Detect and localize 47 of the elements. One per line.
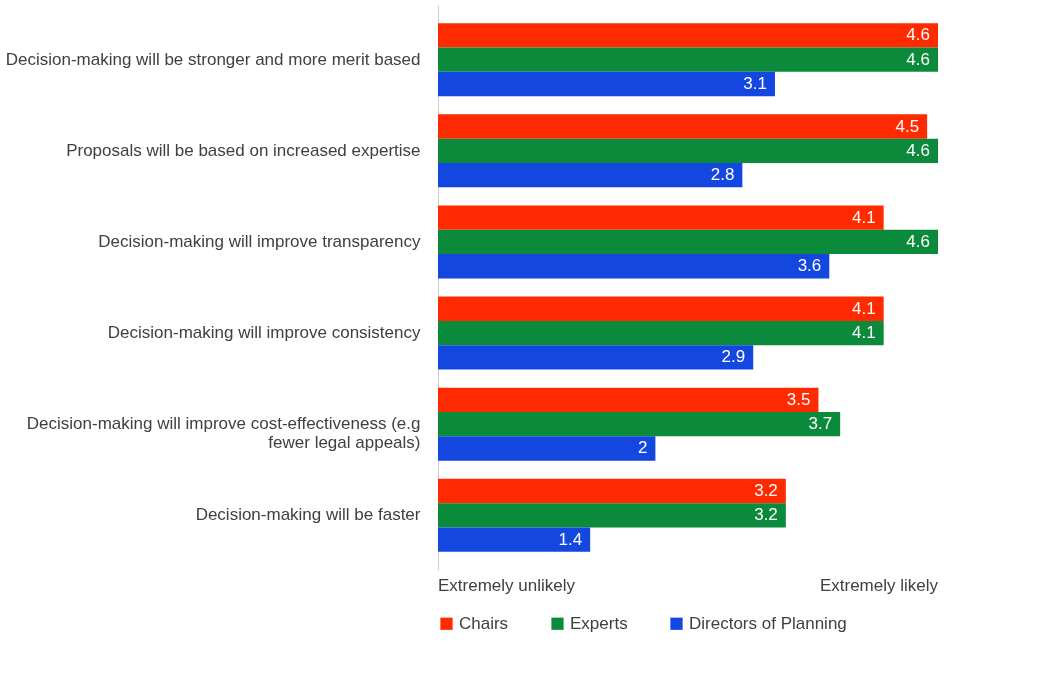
bar [438, 296, 884, 321]
data-label: 4.1 [852, 207, 876, 227]
bar [438, 114, 928, 139]
text: Extremely unlikely [438, 576, 576, 595]
data-label: 4.6 [906, 231, 930, 251]
y-tick-label: Decision-making will improve cost-effectiveness (e.g fewer legal appeals) [26, 414, 421, 453]
bar [438, 47, 938, 72]
bar [438, 320, 884, 346]
data-label: 3.2 [754, 505, 778, 525]
data-label: 4.1 [852, 323, 876, 343]
bar [438, 503, 786, 528]
bar [438, 254, 830, 279]
y-tick-label: Decision-making will be stronger and more merit based [5, 49, 421, 69]
data-label: 2 [637, 438, 648, 458]
y-tick-label: Decision-making will improve consistency [107, 323, 421, 343]
data-label: 3.7 [808, 414, 833, 434]
y-tick-label: Proposals will be based on increased expertise [66, 140, 421, 160]
y-tick-label: Decision-making will be faster [195, 505, 421, 525]
data-label: 4.1 [852, 298, 876, 318]
y-tick-label: Decision-making will improve transparency [98, 231, 421, 251]
data-label: 4.6 [906, 25, 930, 45]
text: Extremely likely [819, 576, 939, 595]
bar [438, 478, 786, 504]
data-label: 4.6 [906, 140, 930, 160]
bar [438, 436, 656, 461]
data-label: 3.5 [786, 389, 811, 409]
data-label: 3.2 [754, 481, 778, 501]
data-label: 3.1 [743, 73, 767, 93]
bar [438, 162, 743, 188]
data-label: 1.4 [558, 529, 583, 549]
bar [438, 71, 775, 97]
data-label: 2.9 [721, 347, 746, 367]
bar [438, 527, 591, 552]
bar [438, 229, 938, 255]
data-label: 3.6 [797, 256, 822, 276]
legend-label: Chairs [459, 613, 509, 633]
bar [438, 345, 754, 370]
data-label: 4.6 [906, 49, 930, 69]
legend-label: Experts [570, 613, 628, 633]
legend-label: Directors of Planning [689, 613, 847, 633]
bar [438, 23, 938, 48]
bar [438, 138, 938, 163]
bar [438, 412, 841, 437]
bar [438, 205, 884, 230]
data-label: 4.5 [895, 116, 920, 136]
bar [438, 387, 819, 413]
data-label: 2.8 [710, 165, 735, 185]
